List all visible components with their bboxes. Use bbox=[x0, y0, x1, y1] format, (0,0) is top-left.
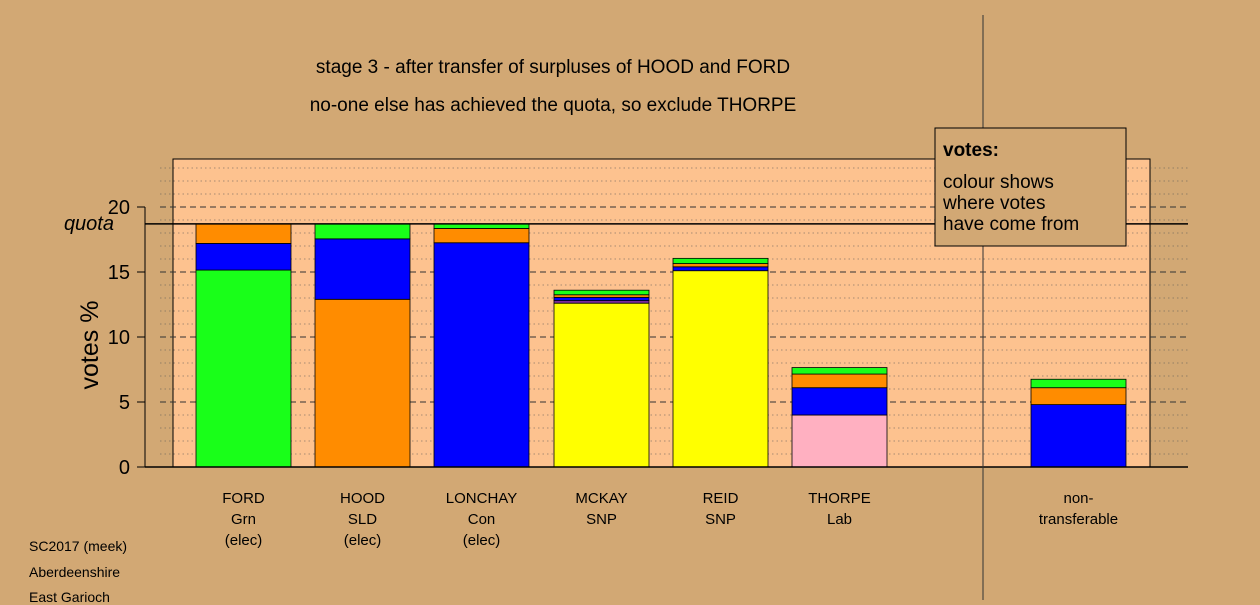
chart-subtitle: no-one else has achieved the quota, so e… bbox=[310, 95, 797, 116]
y-tick-label: 20 bbox=[108, 197, 130, 219]
bar-segment bbox=[195, 223, 292, 244]
footer-line-2: Aberdeenshire bbox=[29, 564, 121, 580]
bar-segment bbox=[195, 242, 292, 271]
y-tick-label: 15 bbox=[108, 262, 130, 284]
y-tick-label: 5 bbox=[119, 392, 130, 414]
x-tick-label: HOOD bbox=[340, 490, 385, 507]
bar-segment bbox=[314, 298, 411, 468]
x-tick-label: REID bbox=[703, 490, 739, 507]
bar-segment bbox=[314, 238, 411, 300]
bar-segment bbox=[1030, 378, 1127, 389]
legend-box bbox=[934, 127, 1127, 247]
legend-line-1: colour shows bbox=[943, 172, 1054, 193]
x-tick-label: (elec) bbox=[344, 532, 382, 549]
legend-line-3: have come from bbox=[943, 214, 1079, 235]
bar-segment bbox=[1030, 387, 1127, 406]
x-tick-label: LONCHAY bbox=[446, 490, 517, 507]
legend-title: votes: bbox=[943, 140, 999, 161]
x-tick-label: non- bbox=[1063, 490, 1093, 507]
x-tick-label: SNP bbox=[586, 511, 617, 528]
bars bbox=[195, 223, 1127, 468]
bar-segment bbox=[433, 242, 530, 468]
x-tick-label: transferable bbox=[1039, 511, 1118, 528]
bar-segment bbox=[791, 387, 888, 416]
x-tick-label: Grn bbox=[231, 511, 256, 528]
bar-segment bbox=[553, 302, 650, 468]
x-tick-label: (elec) bbox=[463, 532, 501, 549]
legend: votes: colour shows where votes have com… bbox=[934, 127, 1127, 247]
bar-segment bbox=[791, 367, 888, 375]
bar-segment bbox=[195, 269, 292, 468]
bar-segment bbox=[672, 266, 769, 272]
bar-segment bbox=[672, 263, 769, 268]
x-labels: FORD Grn (elec) HOOD SLD (elec) LONCHAY Con (ele… bbox=[222, 490, 1118, 549]
y-ticks: 0 5 10 15 20 bbox=[108, 197, 145, 479]
bar-segment bbox=[314, 223, 411, 240]
bar-segment bbox=[672, 257, 769, 264]
bar-segment bbox=[553, 289, 650, 296]
bar-segment bbox=[1030, 404, 1127, 468]
x-tick-label: Con bbox=[468, 511, 496, 528]
x-tick-label: FORD bbox=[222, 490, 265, 507]
x-tick-label: MCKAY bbox=[575, 490, 627, 507]
x-tick-label: Lab bbox=[827, 511, 852, 528]
bar-segment bbox=[672, 270, 769, 468]
x-tick-label: (elec) bbox=[225, 532, 263, 549]
bar-segment bbox=[553, 296, 650, 302]
x-tick-label: SLD bbox=[348, 511, 377, 528]
x-tick-label: SNP bbox=[705, 511, 736, 528]
bar-segment bbox=[791, 373, 888, 389]
legend-line-2: where votes bbox=[942, 193, 1045, 214]
bar-segment bbox=[791, 414, 888, 468]
x-tick-label: THORPE bbox=[808, 490, 871, 507]
bar-segment bbox=[433, 228, 530, 244]
y-tick-label: 10 bbox=[108, 327, 130, 349]
chart-title: stage 3 - after transfer of surpluses of… bbox=[316, 57, 790, 78]
footer-line-1: SC2017 (meek) bbox=[29, 538, 128, 554]
quota-label: quota bbox=[64, 213, 114, 235]
y-tick-label: 0 bbox=[119, 457, 130, 479]
footer-line-3: East Garioch bbox=[29, 589, 110, 605]
y-axis-label: votes % bbox=[76, 301, 104, 390]
